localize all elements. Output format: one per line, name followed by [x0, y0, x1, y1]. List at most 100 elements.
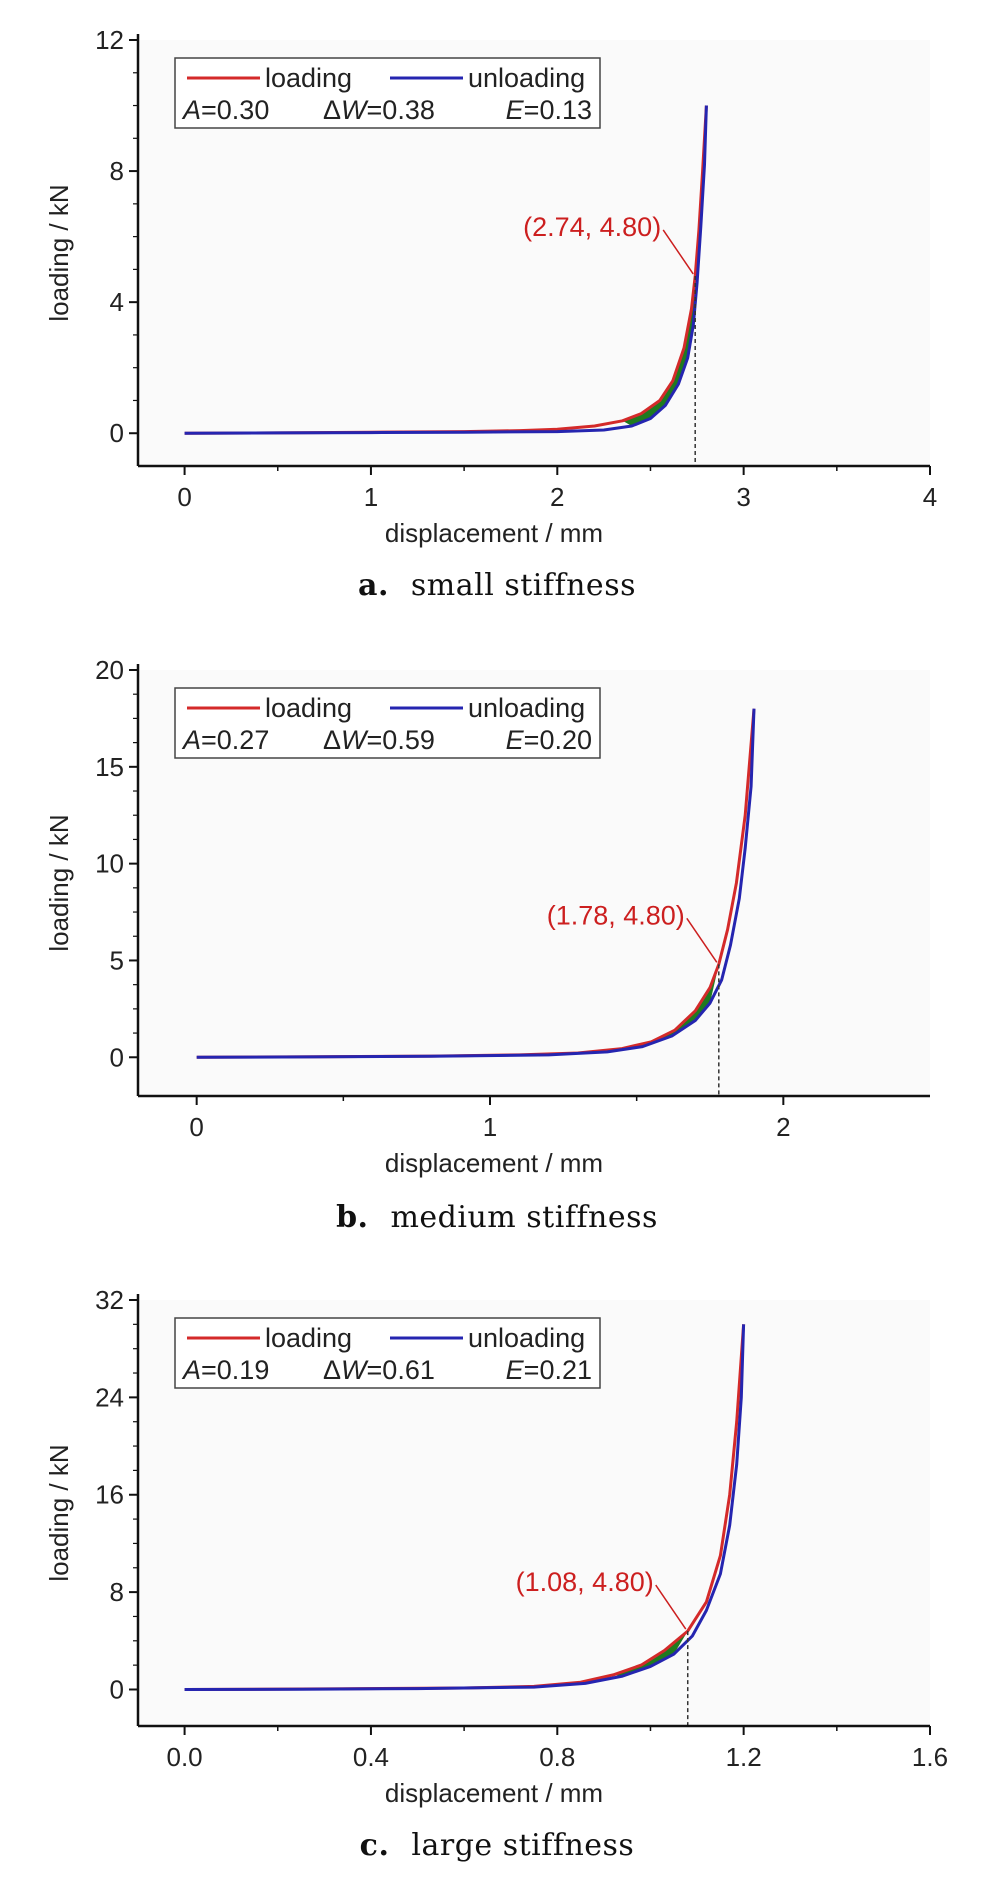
- x-tick-label: 1.2: [726, 1742, 762, 1772]
- chart-panel-a: 0 1 2 3 4 0 4 8 12 displacement / mm loading / kN l…: [0, 0, 994, 630]
- caption-letter-b: b.: [336, 1200, 369, 1235]
- legend-stat-E-symbol: E: [506, 1355, 525, 1385]
- legend-label-unloading: unloading: [468, 693, 585, 723]
- legend-stat-dW-delta: Δ: [323, 1355, 341, 1385]
- y-axis-title: loading / kN: [44, 814, 74, 951]
- legend-stat-dW-value: =0.38: [367, 95, 435, 125]
- legend-stat-A: A=0.19: [181, 1355, 269, 1385]
- legend-box: [174, 1317, 601, 1389]
- series-line-unloading: [184, 1324, 746, 1691]
- y-tick-label: 24: [95, 1382, 124, 1412]
- annotation-leader: [662, 229, 694, 275]
- y-tick-label: 0: [110, 1674, 124, 1704]
- legend: loading unloading A=0.19 ΔW=0.61 E=0.21: [174, 1317, 601, 1389]
- y-tick-label: 0: [110, 418, 124, 448]
- x-tick-label: 2: [776, 1112, 790, 1142]
- caption-a: a. small stiffness: [0, 568, 994, 603]
- legend-label-unloading: unloading: [468, 63, 585, 93]
- legend-stat-dW-delta: Δ: [323, 95, 341, 125]
- x-tick-label: 0.8: [539, 1742, 575, 1772]
- legend-box: [174, 687, 601, 759]
- caption-text-c: large stiffness: [411, 1828, 635, 1863]
- y-tick-label: 15: [95, 752, 124, 782]
- x-tick-label: 4: [923, 482, 937, 512]
- hysteresis-area: [642, 964, 719, 1047]
- x-tick-label: 3: [736, 482, 750, 512]
- caption-b: b. medium stiffness: [0, 1200, 994, 1235]
- x-axis-title: displacement / mm: [385, 1148, 603, 1178]
- x-tick-label: 0.4: [353, 1742, 389, 1772]
- legend-stat-dW: ΔW=0.59: [323, 725, 435, 755]
- legend-box: [174, 57, 601, 129]
- caption-text-a: small stiffness: [410, 568, 636, 603]
- annotation-leader: [655, 1584, 687, 1630]
- legend-stat-A: A=0.27: [181, 725, 269, 755]
- legend-stat-dW-delta: Δ: [323, 725, 341, 755]
- y-tick-label: 0: [110, 1042, 124, 1072]
- y-tick-label: 8: [110, 1577, 124, 1607]
- chart-panel-b: 0 1 2 0 5 10 15 20 displacement / mm loading / kN…: [0, 630, 994, 1260]
- legend-stat-dW: ΔW=0.61: [323, 1355, 435, 1385]
- series-line-unloading: [196, 708, 756, 1059]
- chart-svg-c: 0.0 0.4 0.8 1.2 1.6 0 8 16 24 32 displacement / mm…: [44, 1285, 948, 1808]
- legend-stat-E: E=0.13: [506, 95, 592, 125]
- y-tick-label: 16: [95, 1480, 124, 1510]
- y-tick-label: 12: [95, 25, 124, 55]
- legend-stat-dW-value: =0.59: [367, 725, 435, 755]
- legend-stat-E-value: =0.21: [524, 1355, 592, 1385]
- legend-stat-A-value: =0.27: [201, 725, 269, 755]
- legend-stat-dW-symbol: W: [341, 95, 369, 125]
- legend-stat-dW: ΔW=0.38: [323, 95, 435, 125]
- legend-stat-A-value: =0.30: [201, 95, 269, 125]
- x-tick-label: 0: [177, 482, 191, 512]
- legend: loading unloading A=0.27 ΔW=0.59 E=0.20: [174, 687, 601, 759]
- legend-stat-E-symbol: E: [506, 95, 525, 125]
- legend-stat-E: E=0.20: [506, 725, 592, 755]
- legend-label-unloading: unloading: [468, 1323, 585, 1353]
- legend-label-loading: loading: [265, 63, 352, 93]
- legend-stat-dW-value: =0.61: [367, 1355, 435, 1385]
- legend-stat-A-symbol: A: [181, 725, 201, 755]
- x-tick-label: 1: [364, 482, 378, 512]
- y-tick-label: 20: [95, 655, 124, 685]
- legend-stat-dW-symbol: W: [341, 1355, 369, 1385]
- y-tick-label: 5: [110, 945, 124, 975]
- legend-stat-A-value: =0.19: [201, 1355, 269, 1385]
- legend-label-loading: loading: [265, 693, 352, 723]
- legend-stat-dW-symbol: W: [341, 725, 369, 755]
- legend-stat-A: A=0.30: [181, 95, 269, 125]
- annotation-label: (2.74, 4.80): [523, 212, 661, 242]
- legend-stat-E-value: =0.20: [524, 725, 592, 755]
- annotation-leader: [686, 917, 718, 963]
- legend-stat-E-value: =0.13: [524, 95, 592, 125]
- y-tick-label: 8: [110, 156, 124, 186]
- legend-stat-A-symbol: A: [181, 1355, 201, 1385]
- caption-c: c. large stiffness: [0, 1828, 994, 1863]
- caption-letter-c: c.: [359, 1828, 390, 1863]
- x-tick-label: 2: [550, 482, 564, 512]
- x-axis-title: displacement / mm: [385, 1778, 603, 1808]
- legend-stat-E-symbol: E: [506, 725, 525, 755]
- y-axis-title: loading / kN: [44, 1444, 74, 1581]
- y-tick-label: 4: [110, 287, 124, 317]
- y-tick-label: 32: [95, 1285, 124, 1315]
- y-axis-title: loading / kN: [44, 184, 74, 321]
- x-tick-label: 1.6: [912, 1742, 948, 1772]
- annotation-label: (1.08, 4.80): [516, 1567, 654, 1597]
- legend-stat-E: E=0.21: [506, 1355, 592, 1385]
- x-axis-title: displacement / mm: [385, 518, 603, 548]
- chart-panel-c: 0.0 0.4 0.8 1.2 1.6 0 8 16 24 32 displacement / mm…: [0, 1260, 994, 1891]
- legend-stat-A-symbol: A: [181, 95, 201, 125]
- x-tick-label: 1: [483, 1112, 497, 1142]
- legend-label-loading: loading: [265, 1323, 352, 1353]
- y-tick-label: 10: [95, 849, 124, 879]
- series-line-unloading: [184, 105, 708, 435]
- annotation-label: (1.78, 4.80): [547, 900, 685, 930]
- caption-letter-a: a.: [358, 568, 389, 603]
- caption-text-b: medium stiffness: [390, 1200, 658, 1235]
- x-tick-label: 0.0: [167, 1742, 203, 1772]
- legend: loading unloading A=0.30 ΔW=0.38 E=0.13: [174, 57, 601, 129]
- x-tick-label: 0: [189, 1112, 203, 1142]
